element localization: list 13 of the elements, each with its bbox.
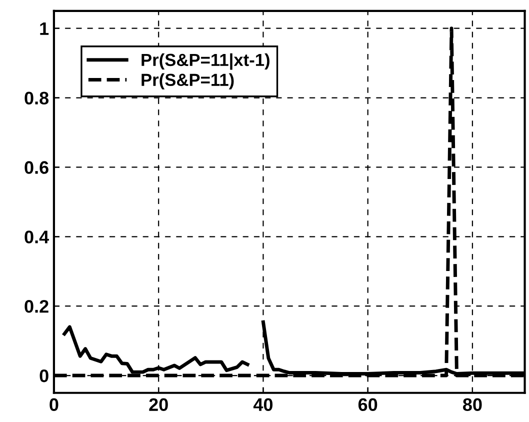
x-tick-label: 60 xyxy=(358,398,378,412)
y-tick-label: 0.6 xyxy=(24,161,48,174)
y-tick-label: 1 xyxy=(40,22,49,35)
x-tick-label: 0 xyxy=(50,398,58,412)
y-tick-label: 0.2 xyxy=(24,300,48,313)
legend-label: Pr(S&P=11|xt-1) xyxy=(142,53,270,70)
x-tick-label: 80 xyxy=(462,398,482,412)
x-tick-label: 20 xyxy=(149,398,168,412)
x-tick-label: 40 xyxy=(253,398,273,412)
legend-label: Pr(S&P=11) xyxy=(142,73,234,90)
y-tick-label: 0.4 xyxy=(24,230,49,244)
y-tick-label: 0.8 xyxy=(24,92,49,104)
y-tick-label: 0 xyxy=(40,369,48,382)
